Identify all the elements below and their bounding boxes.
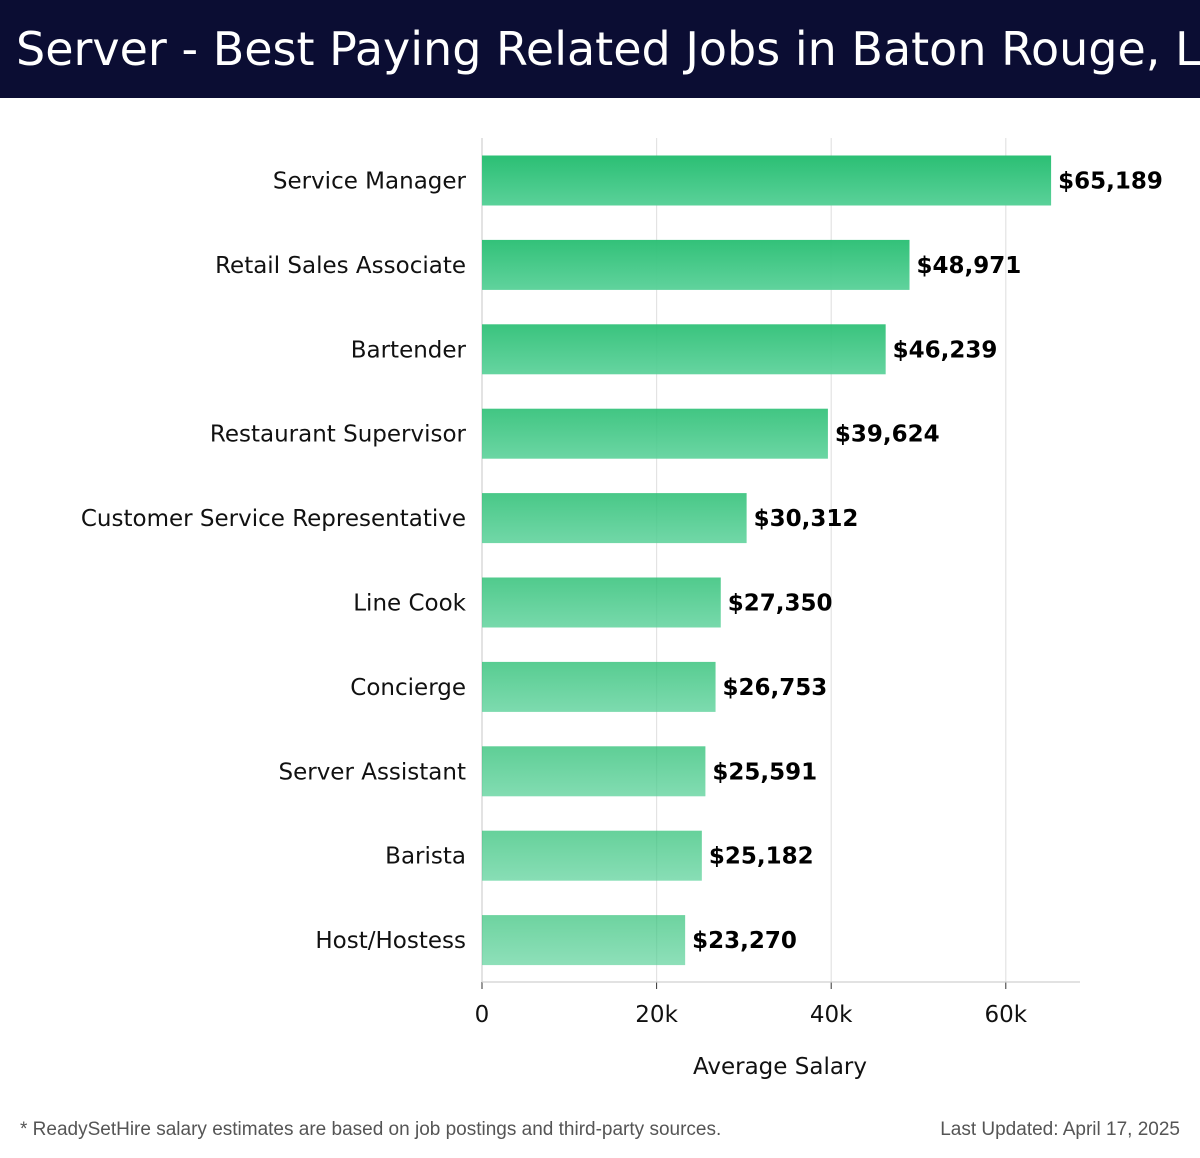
category-label: Bartender [351, 337, 467, 363]
category-label: Server Assistant [278, 759, 466, 785]
bar [482, 155, 1052, 206]
category-label: Barista [385, 844, 466, 870]
page-title: Server - Best Paying Related Jobs in Bat… [16, 22, 1200, 76]
bar [482, 239, 910, 290]
category-label: Customer Service Representative [81, 506, 466, 532]
x-tick-label: 20k [635, 1002, 678, 1028]
labels: 0 20k 40k 60k Service Manager $65,189 Retail S… [81, 169, 1163, 1029]
x-axis-title: Average Salary [693, 1054, 867, 1080]
value-label: $48,971 [917, 253, 1022, 279]
value-label: $27,350 [728, 591, 833, 617]
footer-note: * ReadySetHire salary estimates are base… [20, 1119, 722, 1140]
x-tick-label: 40k [810, 1002, 853, 1028]
bar [482, 408, 828, 459]
category-label: Service Manager [273, 169, 467, 195]
category-label: Host/Hostess [315, 928, 466, 954]
value-label: $26,753 [723, 675, 828, 701]
bar [482, 915, 686, 966]
value-label: $46,239 [893, 337, 998, 363]
value-label: $65,189 [1058, 169, 1163, 195]
bars [482, 155, 1052, 966]
bar [482, 746, 706, 797]
category-label: Concierge [350, 675, 466, 701]
bar [482, 324, 886, 375]
bar [482, 830, 702, 881]
value-label: $25,182 [709, 844, 814, 870]
x-tick-label: 60k [984, 1002, 1027, 1028]
value-label: $39,624 [835, 422, 940, 448]
value-label: $30,312 [754, 506, 859, 532]
category-label: Retail Sales Associate [215, 253, 466, 279]
category-label: Line Cook [353, 591, 466, 617]
x-tick-label: 0 [475, 1002, 490, 1028]
last-updated: Last Updated: April 17, 2025 [940, 1119, 1180, 1140]
header-bar: Server - Best Paying Related Jobs in Bat… [0, 0, 1200, 98]
bar [482, 661, 716, 712]
category-label: Restaurant Supervisor [210, 422, 467, 448]
value-label: $25,591 [712, 759, 817, 785]
bar [482, 577, 721, 628]
value-label: $23,270 [692, 928, 797, 954]
bar [482, 493, 747, 544]
